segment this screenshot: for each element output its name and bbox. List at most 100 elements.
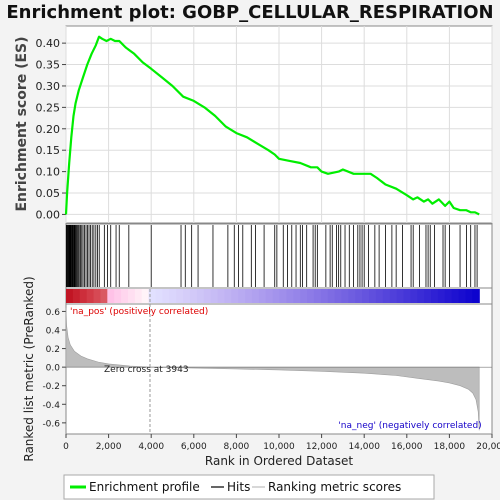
metric-y-axis-label: Ranked list metric (PreRanked) — [22, 276, 36, 461]
color-bar-segment — [451, 289, 460, 303]
hits-panel-frame — [65, 223, 493, 289]
es-gridlines — [65, 26, 493, 223]
color-bar-segment — [258, 289, 267, 303]
metric-y-tick-label: 0.6 — [46, 308, 61, 318]
color-bar-segment — [472, 289, 480, 303]
color-bar-segment — [272, 289, 281, 303]
color-bar-segment — [279, 289, 287, 303]
x-tick-label: 2,000 — [96, 442, 122, 452]
color-bar-segment — [389, 289, 398, 303]
legend-hits-label: Hits — [227, 480, 250, 494]
color-bar-segment — [410, 289, 418, 303]
color-bar-segment — [72, 289, 81, 303]
enrichment-profile-line — [64, 35, 480, 216]
color-bar-segment — [313, 289, 322, 303]
es-y-tick-label: 0.30 — [36, 80, 61, 93]
color-bar-segment — [293, 289, 301, 303]
color-bar-segment — [196, 289, 205, 303]
negative-correlation-label: 'na_neg' (negatively correlated) — [338, 421, 481, 431]
color-bar-segment — [362, 289, 370, 303]
es-y-tick-label: 0.35 — [36, 59, 61, 72]
color-bar-segment — [210, 289, 219, 303]
color-bar-segment — [176, 289, 184, 303]
color-bar-segment — [86, 289, 95, 303]
color-bar-segment — [286, 289, 294, 303]
rank-color-bar — [65, 287, 493, 305]
es-panel: 0.00 0.05 0.10 0.15 0.20 0.25 0.30 0.35 0.40 Enr… — [14, 25, 493, 224]
color-bar-segment — [396, 289, 405, 303]
zero-cross-label: Zero cross at 3943 — [104, 365, 189, 375]
color-bar-segment — [127, 289, 136, 303]
metric-area-layer — [65, 289, 492, 434]
hits-panel — [65, 223, 493, 289]
color-bar-gradient — [66, 289, 480, 303]
x-tick-label: 12,000 — [306, 442, 338, 452]
metric-y-tick-label: -0.4 — [42, 401, 60, 411]
color-bar-segment — [224, 289, 232, 303]
x-tick-label: 16,000 — [391, 442, 423, 452]
es-y-tick-label: 0.20 — [36, 123, 61, 136]
color-bar-segment — [141, 289, 150, 303]
x-tick-label: 0 — [63, 442, 69, 452]
color-bar-segment — [100, 289, 108, 303]
color-bar-segment — [251, 289, 260, 303]
color-bar-segment — [334, 289, 343, 303]
color-bar-segment — [265, 289, 274, 303]
metric-y-tick-label: 0.4 — [46, 327, 61, 337]
color-bar-segment — [341, 289, 349, 303]
es-y-tick-label: 0.10 — [36, 166, 61, 179]
legend-profile-label: Enrichment profile — [89, 480, 200, 494]
color-bar-segment — [320, 289, 329, 303]
legend: Enrichment profile Hits Ranking metric s… — [63, 474, 435, 500]
es-y-tick-label: 0.15 — [36, 144, 61, 157]
x-axis-label: Rank in Ordered Dataset — [205, 454, 353, 468]
color-bar-segment — [245, 289, 253, 303]
color-bar-segment — [355, 289, 363, 303]
legend-frame — [63, 474, 435, 500]
color-bar-segment — [444, 289, 453, 303]
es-y-tick-label: 0.40 — [36, 37, 61, 50]
color-bar-segment — [169, 289, 177, 303]
color-bar-segment — [121, 289, 129, 303]
ranking-metric-area — [65, 307, 480, 431]
x-tick-label: 10,000 — [263, 442, 295, 452]
es-y-axis: 0.00 0.05 0.10 0.15 0.20 0.25 0.30 0.35 0.40 — [36, 37, 66, 221]
color-bar-segment — [458, 289, 467, 303]
color-bar-segment — [403, 289, 411, 303]
color-bar-segment — [231, 289, 239, 303]
color-bar-segment — [183, 289, 191, 303]
metric-y-tick-label: -0.2 — [42, 382, 60, 392]
color-bar-segment — [417, 289, 425, 303]
x-tick-label: 20,000 — [476, 442, 500, 452]
color-bar-segment — [107, 289, 115, 303]
color-bar-segment — [66, 289, 74, 303]
color-bar-segment — [307, 289, 315, 303]
color-bar-segment — [375, 289, 384, 303]
metric-y-axis: -0.6 -0.4 -0.2 0.0 0.2 0.4 0.6 — [42, 308, 66, 429]
color-bar-segment — [348, 289, 356, 303]
x-tick-label: 4,000 — [138, 442, 164, 452]
color-bar-segment — [369, 289, 377, 303]
color-bar-segment — [300, 289, 308, 303]
color-bar-segment — [148, 289, 157, 303]
x-tick-label: 6,000 — [181, 442, 207, 452]
es-y-tick-label: 0.05 — [36, 187, 61, 200]
color-bar-segment — [93, 289, 102, 303]
es-y-tick-label: 0.00 — [36, 208, 61, 221]
metric-panel: -0.6 -0.4 -0.2 0.0 0.2 0.4 0.6 Ranked list met… — [22, 276, 493, 462]
x-tick-label: 8,000 — [224, 442, 250, 452]
color-bar-segment — [238, 289, 246, 303]
metric-y-tick-label: 0.0 — [46, 364, 61, 374]
x-axis: 0 2,000 4,000 6,000 8,000 10,000 12,000 14,000 1… — [63, 434, 500, 452]
color-bar-segment — [155, 289, 164, 303]
color-bar-segment — [382, 289, 391, 303]
color-bar-segment — [437, 289, 446, 303]
es-y-tick-label: 0.25 — [36, 101, 61, 114]
metric-y-tick-label: -0.6 — [42, 419, 60, 429]
positive-correlation-label: 'na_pos' (positively correlated) — [70, 307, 208, 317]
x-tick-label: 18,000 — [434, 442, 466, 452]
color-bar-segment — [431, 289, 439, 303]
color-bar-segment — [114, 289, 122, 303]
hits-layer — [66, 225, 478, 287]
